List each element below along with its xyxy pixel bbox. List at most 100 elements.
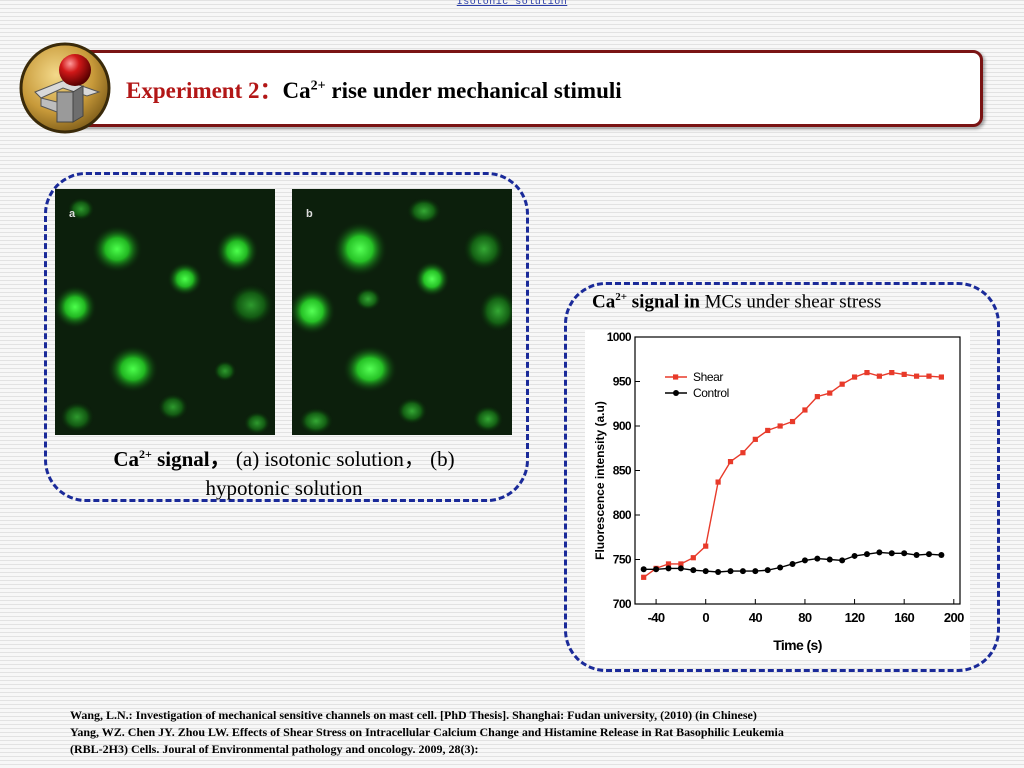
x-tick-label: 200: [944, 610, 964, 625]
data-point-control: [727, 568, 734, 575]
data-point-shear: [827, 390, 833, 396]
data-point-control: [888, 550, 895, 557]
x-tick-label: 120: [845, 610, 865, 625]
data-point-shear: [938, 374, 944, 380]
data-point-shear: [727, 459, 734, 465]
reference-line: Yang, WZ. Chen JY. Zhou LW. Effects of S…: [70, 725, 784, 739]
micrograph-caption: Ca2+ signal， (a) isotonic solution， (b) …: [48, 440, 520, 503]
data-point-shear: [690, 555, 696, 561]
caption-charge: 2+: [139, 447, 152, 461]
y-tick-label: 950: [613, 375, 632, 389]
references: Wang, L.N.: Investigation of mechanical …: [70, 707, 970, 758]
data-point-control: [677, 565, 684, 572]
x-axis-label: Time (s): [773, 637, 822, 653]
chart-panel-frame: [564, 282, 1000, 672]
data-point-shear: [740, 450, 746, 456]
micrograph-panel-frame: [44, 172, 529, 502]
data-point-control: [863, 551, 870, 558]
title-banner: [56, 50, 983, 127]
data-point-shear: [641, 574, 647, 580]
data-point-shear: [715, 479, 721, 485]
chart-title-charge: 2+: [615, 291, 628, 303]
data-point-control: [702, 568, 709, 575]
data-point-control: [925, 551, 932, 558]
caption-part-a: (a) isotonic solution，: [230, 447, 425, 471]
data-point-control: [777, 564, 784, 571]
data-point-shear: [889, 370, 895, 376]
title-lead: Experiment 2：: [126, 78, 283, 103]
data-point-shear: [789, 418, 796, 425]
data-point-shear: [752, 436, 758, 442]
data-point-control: [764, 567, 771, 574]
chart-title-bold: signal in: [627, 291, 700, 313]
panel-a-label: a: [69, 208, 76, 220]
legend-marker-control: [673, 390, 679, 396]
data-point-control: [901, 550, 908, 557]
chart-title: Ca2+ signal in MCs under shear stress: [592, 291, 881, 313]
sphere-pedestal-logo-icon: [19, 42, 111, 134]
data-point-control: [739, 568, 746, 575]
y-tick-label: 700: [613, 597, 632, 611]
caption-signal: signal，: [151, 447, 231, 471]
y-tick-label: 800: [613, 508, 632, 522]
data-point-shear: [814, 394, 820, 400]
data-point-shear: [665, 561, 672, 567]
legend-marker-shear: [673, 374, 679, 380]
data-point-shear: [703, 543, 709, 549]
title-charge: 2+: [310, 78, 326, 94]
data-point-control: [665, 565, 672, 572]
slide-title: Experiment 2：Ca2+ rise under mechanical …: [126, 71, 622, 105]
y-axis-label: Fluorescence intensity (a.u): [593, 401, 607, 560]
legend-label-shear: Shear: [693, 370, 723, 384]
reference-line: Wang, L.N.: Investigation of mechanical …: [70, 708, 757, 722]
data-point-control: [715, 568, 722, 575]
caption-ion: Ca: [113, 447, 140, 471]
x-tick-label: 40: [749, 610, 763, 625]
data-point-control: [789, 560, 796, 567]
caption-part-b: (b): [424, 447, 455, 471]
micrograph-isotonic: a: [55, 189, 275, 435]
caption-line-2: hypotonic solution: [205, 476, 363, 500]
data-point-shear: [777, 423, 783, 429]
panel-b-label: b: [306, 208, 313, 220]
data-point-control: [851, 552, 858, 559]
data-point-shear: [839, 381, 845, 387]
reference-line: (RBL-2H3) Cells. Joural of Environmental…: [70, 742, 479, 756]
data-point-shear: [876, 373, 882, 379]
data-point-control: [801, 557, 808, 564]
title-ion: Ca: [282, 78, 311, 103]
x-tick-label: -40: [648, 610, 665, 625]
data-point-control: [814, 555, 821, 562]
data-point-control: [826, 556, 833, 563]
y-tick-label: 750: [613, 553, 632, 567]
data-point-control: [876, 549, 883, 556]
x-tick-label: 160: [894, 610, 914, 625]
caption-line-1: Ca2+ signal， (a) isotonic solution， (b): [48, 440, 520, 474]
data-point-shear: [926, 373, 932, 379]
legend-label-control: Control: [693, 386, 729, 400]
data-point-shear: [765, 427, 771, 434]
data-point-control: [690, 567, 697, 574]
data-point-shear: [913, 373, 920, 379]
data-point-control: [752, 568, 759, 575]
data-point-shear: [851, 374, 858, 380]
title-rest: rise under mechanical stimuli: [325, 78, 622, 103]
data-point-control: [913, 552, 920, 559]
chart-title-rest: MCs under shear stress: [699, 291, 882, 313]
data-point-shear: [678, 561, 684, 567]
y-tick-label: 1000: [607, 330, 632, 344]
micrograph-hypotonic: b: [292, 189, 512, 435]
isotonic-solution-link[interactable]: Isotonic solution: [456, 0, 568, 8]
y-tick-label: 900: [613, 419, 632, 433]
data-point-shear: [901, 371, 907, 377]
data-point-shear: [802, 407, 808, 413]
data-point-control: [938, 552, 945, 559]
data-point-control: [839, 557, 846, 564]
data-point-shear: [864, 370, 870, 376]
x-tick-label: 80: [798, 610, 812, 625]
data-point-control: [653, 566, 660, 573]
y-tick-label: 850: [613, 464, 632, 478]
chart-title-ion: Ca: [592, 291, 616, 313]
x-tick-label: 0: [702, 610, 709, 625]
fluorescence-line-chart: 700 750 800 850 900 950 1000 -40 0 40 80 120 160 200 T…: [585, 330, 970, 660]
